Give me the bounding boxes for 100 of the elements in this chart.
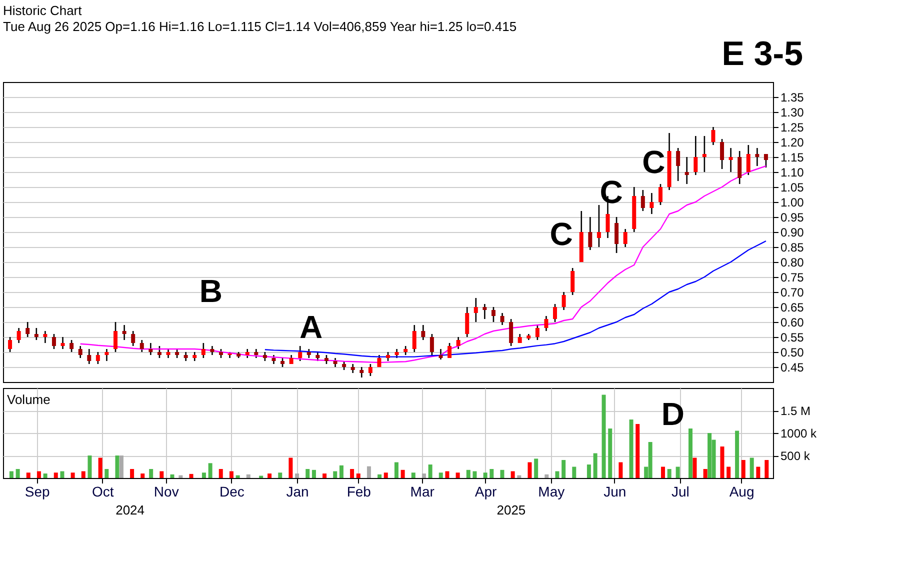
x-tick-label: Aug — [729, 484, 754, 500]
bar — [130, 469, 134, 478]
bar — [170, 474, 174, 478]
bar — [366, 466, 371, 478]
x-tick-label: Jan — [286, 484, 309, 500]
candlestick — [694, 135, 698, 176]
bar — [629, 420, 634, 478]
candlestick — [140, 339, 144, 353]
bar — [528, 462, 532, 478]
bar — [726, 466, 731, 478]
candlestick — [8, 336, 12, 353]
x-tick-label: Feb — [346, 484, 372, 500]
bar — [339, 465, 344, 478]
bar — [268, 474, 272, 478]
candlestick — [70, 339, 74, 353]
candlestick — [52, 333, 56, 350]
bar — [438, 472, 443, 478]
candlestick — [16, 327, 21, 344]
bar — [218, 469, 223, 478]
bar — [104, 469, 109, 478]
candlestick — [658, 183, 662, 206]
bar — [510, 471, 515, 478]
y-tick-label: 0.95 — [780, 210, 804, 224]
bar — [608, 428, 612, 478]
bar — [667, 469, 672, 478]
bar — [708, 433, 712, 478]
candlestick — [360, 366, 364, 378]
bar — [555, 471, 560, 478]
candlestick — [728, 147, 733, 173]
y-tick-label: 1.15 — [780, 150, 804, 164]
candlestick — [509, 318, 514, 347]
bar — [688, 428, 692, 478]
y-tick-label: 0.60 — [780, 316, 804, 330]
annotation: C — [642, 144, 666, 180]
bar — [350, 469, 354, 478]
annotation: B — [199, 273, 222, 309]
bar — [236, 475, 240, 478]
candlestick — [157, 345, 162, 359]
bar — [750, 458, 754, 478]
candlestick — [148, 342, 153, 356]
bar — [422, 474, 426, 478]
y-tick-label: 0.80 — [780, 256, 804, 270]
candlestick — [491, 306, 496, 323]
y-tick-label: 1.25 — [780, 120, 804, 134]
candlestick — [448, 342, 452, 359]
candlestick — [640, 189, 645, 212]
candlestick — [438, 348, 443, 360]
candlestick — [588, 216, 592, 251]
candlestick — [535, 324, 540, 341]
candlestick — [412, 324, 416, 353]
annotation: C — [550, 216, 573, 252]
y-tick-label: 1.5 M — [780, 404, 811, 418]
text: E 3-5 — [722, 35, 803, 73]
bar — [562, 460, 566, 478]
bar — [428, 464, 432, 478]
bar — [26, 472, 30, 478]
bar — [229, 471, 234, 478]
text: 2024 — [116, 502, 145, 518]
candlestick — [746, 144, 750, 176]
bar — [98, 458, 102, 478]
bar — [483, 472, 488, 478]
annotation: A — [299, 309, 323, 345]
candlestick — [755, 147, 760, 167]
x-tick-label: Jul — [671, 484, 690, 500]
y-tick-label: 500 k — [780, 449, 811, 463]
y-tick-label: 1.00 — [780, 196, 804, 210]
bar — [119, 456, 124, 478]
bar — [208, 463, 212, 478]
bar — [9, 471, 14, 478]
y-tick-label: 0.45 — [780, 360, 804, 374]
y-tick-label: 0.90 — [780, 226, 804, 240]
bar — [333, 471, 338, 478]
bar — [288, 458, 293, 478]
candlestick — [720, 138, 724, 170]
y-tick-label: 1.05 — [780, 180, 804, 194]
bar — [692, 458, 697, 478]
y-tick-label: 1.20 — [780, 136, 804, 150]
bar — [312, 470, 316, 478]
candlestick — [78, 345, 82, 359]
bar — [16, 469, 20, 478]
bar — [88, 456, 92, 478]
y-tick-label: 1000 k — [780, 426, 818, 440]
bar — [189, 474, 194, 478]
y-tick-label: 1.35 — [780, 90, 804, 104]
candlestick — [104, 348, 109, 362]
bar — [322, 474, 327, 478]
candlestick — [465, 306, 470, 338]
candlestick — [114, 321, 118, 353]
candlestick — [430, 333, 434, 356]
bar — [456, 472, 460, 478]
candlestick — [26, 321, 30, 338]
candlestick — [368, 363, 372, 377]
x-tick-label: Apr — [474, 484, 498, 500]
bar — [278, 472, 282, 478]
candlestick — [614, 216, 619, 254]
bar — [636, 424, 640, 478]
y-tick-label: 1.10 — [780, 166, 804, 180]
candlestick — [702, 135, 706, 173]
bar — [394, 462, 398, 478]
bar — [648, 442, 652, 478]
